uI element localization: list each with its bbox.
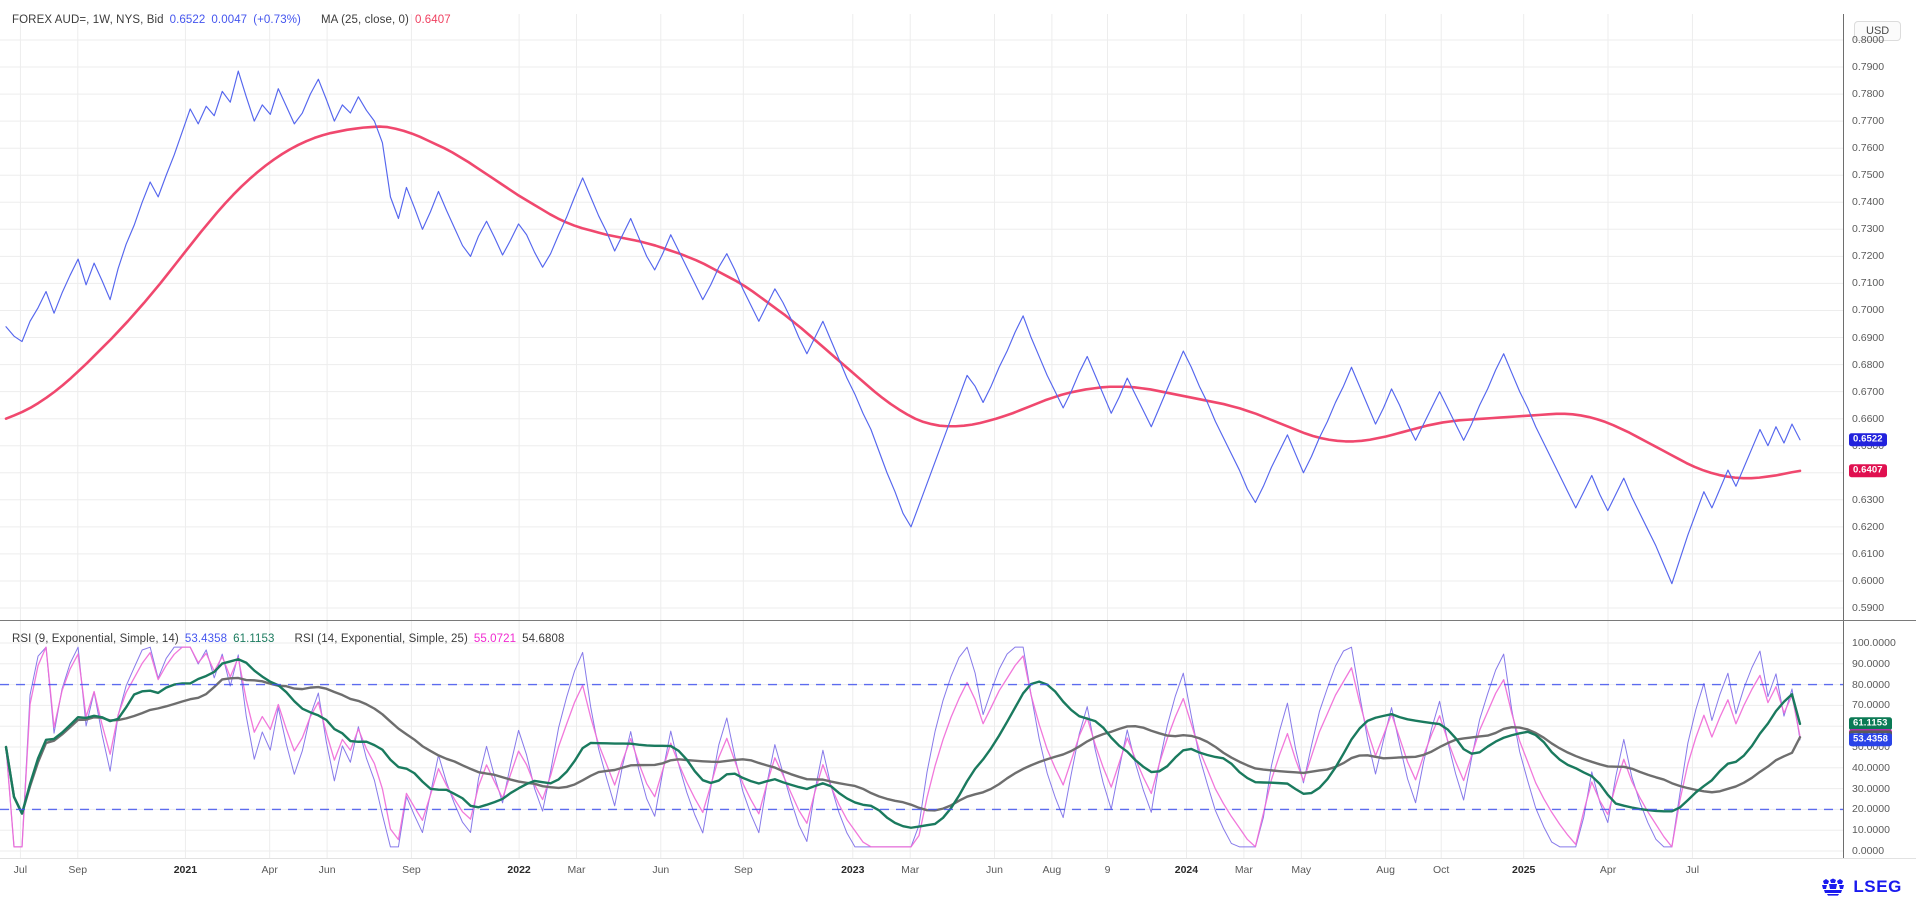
rsi-panel: 100.000090.000080.000070.000060.000050.0…	[0, 620, 1916, 859]
price-chart-svg	[0, 14, 1843, 620]
price-tick-label: 0.6600	[1852, 412, 1885, 425]
price-value-badge: 0.6407	[1849, 464, 1887, 478]
rsi1-value: 53.4358	[184, 633, 228, 645]
price-tick-label: 0.5900	[1852, 602, 1885, 614]
time-tick-label: Apr	[1599, 864, 1617, 876]
time-tick-label: Jul	[13, 864, 28, 876]
price-tick-label: 0.7700	[1852, 115, 1885, 128]
time-tick-label: 2024	[1174, 864, 1199, 876]
currency-chip: USD	[1854, 21, 1902, 41]
rsi-plot-area[interactable]	[0, 621, 1843, 859]
rsi-value-badge: 53.4358	[1849, 733, 1893, 747]
price-tick-label: 0.6700	[1852, 385, 1885, 398]
rsi-chart-svg	[0, 621, 1843, 859]
price-tick-label: 0.7800	[1852, 88, 1885, 101]
rsi-tick-label: 10.0000	[1852, 824, 1890, 837]
time-tick-label: Aug	[1042, 864, 1062, 876]
rsi1-smooth-value: 61.1153	[233, 633, 275, 645]
rsi2-smooth-value: 54.6808	[522, 633, 565, 645]
time-tick-label: Oct	[1433, 864, 1450, 876]
rsi-tick-label: 40.0000	[1852, 761, 1890, 774]
lseg-mark-icon	[1822, 878, 1845, 896]
time-axis[interactable]: Jul Sep 2021 Apr Jun Sep 2022 Mar Jun Sep 2023 Mar J…	[0, 858, 1916, 882]
price-tick-label: 0.7900	[1852, 61, 1885, 74]
time-tick-label: 2022	[507, 864, 531, 876]
price-tick-label: 0.7100	[1852, 277, 1885, 290]
rsi-tick-label: 30.0000	[1852, 782, 1890, 795]
time-tick-label: Jun	[318, 864, 336, 876]
time-tick-label: Apr	[261, 864, 278, 876]
lseg-logo: LSEG	[1820, 877, 1902, 897]
time-tick-label: Mar	[901, 864, 920, 876]
price-tick-label: 0.7600	[1852, 142, 1885, 155]
price-symbol-label: FOREX AUD=, 1W, NYS, Bid	[12, 14, 164, 26]
rsi2-label: RSI (14, Exponential, Simple, 25)	[294, 633, 468, 645]
rsi-tick-label: 20.0000	[1852, 803, 1890, 816]
ma-value: 0.6407	[414, 14, 451, 26]
price-tick-label: 0.7200	[1852, 250, 1885, 263]
price-legend: FOREX AUD=, 1W, NYS, Bid 0.6522 0.0047 (+0.…	[12, 14, 451, 26]
ma-label: MA (25, close, 0)	[320, 14, 409, 26]
price-tick-label: 0.7400	[1852, 196, 1885, 209]
rsi2-value: 55.0721	[473, 633, 517, 645]
price-tick-label: 0.6000	[1852, 574, 1885, 587]
time-tick-label: Mar	[567, 864, 586, 876]
rsi-tick-label: 0.0000	[1852, 845, 1885, 857]
price-tick-label: 0.6900	[1852, 331, 1885, 344]
price-tick-label: 0.6300	[1852, 493, 1885, 506]
rsi-legend: RSI (9, Exponential, Simple, 14) 53.4358 6…	[12, 633, 564, 645]
price-tick-label: 0.6800	[1852, 358, 1885, 371]
price-tick-label: 0.8000	[1852, 34, 1885, 46]
time-tick-label: Jul	[1685, 864, 1700, 876]
time-tick-label: Sep	[733, 864, 753, 876]
time-tick-label: Jun	[652, 864, 670, 876]
price-last-value: 0.6522	[169, 14, 206, 26]
price-axis[interactable]: USD 0.8000 0.7900 0.7800 0.7700 0.7600 0.7500…	[1843, 14, 1916, 620]
time-tick-label: 2023	[841, 864, 865, 876]
rsi-tick-label: 100.0000	[1852, 637, 1896, 649]
time-tick-label: May	[1291, 864, 1312, 876]
price-panel: USD 0.8000 0.7900 0.7800 0.7700 0.7600 0.7500…	[0, 14, 1916, 620]
time-tick-label: 2021	[173, 864, 198, 876]
price-plot-area[interactable]	[0, 14, 1843, 620]
rsi-tick-label: 90.0000	[1852, 657, 1890, 670]
rsi-axis[interactable]: 100.000090.000080.000070.000060.000050.0…	[1843, 621, 1916, 858]
rsi-value-badge: 61.1153	[1849, 717, 1892, 731]
price-tick-label: 0.7300	[1852, 223, 1885, 236]
price-tick-label: 0.7000	[1852, 304, 1885, 317]
price-tick-label: 0.6100	[1852, 547, 1885, 560]
time-tick-label: 9	[1104, 864, 1111, 876]
time-tick-label: Sep	[402, 864, 421, 876]
rsi-tick-label: 70.0000	[1852, 699, 1890, 712]
time-tick-label: Aug	[1376, 864, 1395, 876]
time-tick-label: Jun	[986, 864, 1003, 876]
lseg-wordmark: LSEG	[1853, 877, 1902, 896]
time-tick-label: Sep	[68, 864, 88, 876]
time-tick-label: Mar	[1234, 864, 1253, 876]
time-tick-label: 2025	[1512, 864, 1536, 876]
price-change-percent: (+0.73%)	[253, 14, 301, 26]
price-change-value: 0.0047	[211, 14, 248, 26]
price-tick-label: 0.7500	[1852, 169, 1885, 182]
price-value-badge: 0.6522	[1849, 433, 1887, 447]
rsi1-label: RSI (9, Exponential, Simple, 14)	[12, 633, 179, 645]
rsi-tick-label: 80.0000	[1852, 678, 1890, 691]
price-tick-label: 0.6200	[1852, 520, 1885, 533]
